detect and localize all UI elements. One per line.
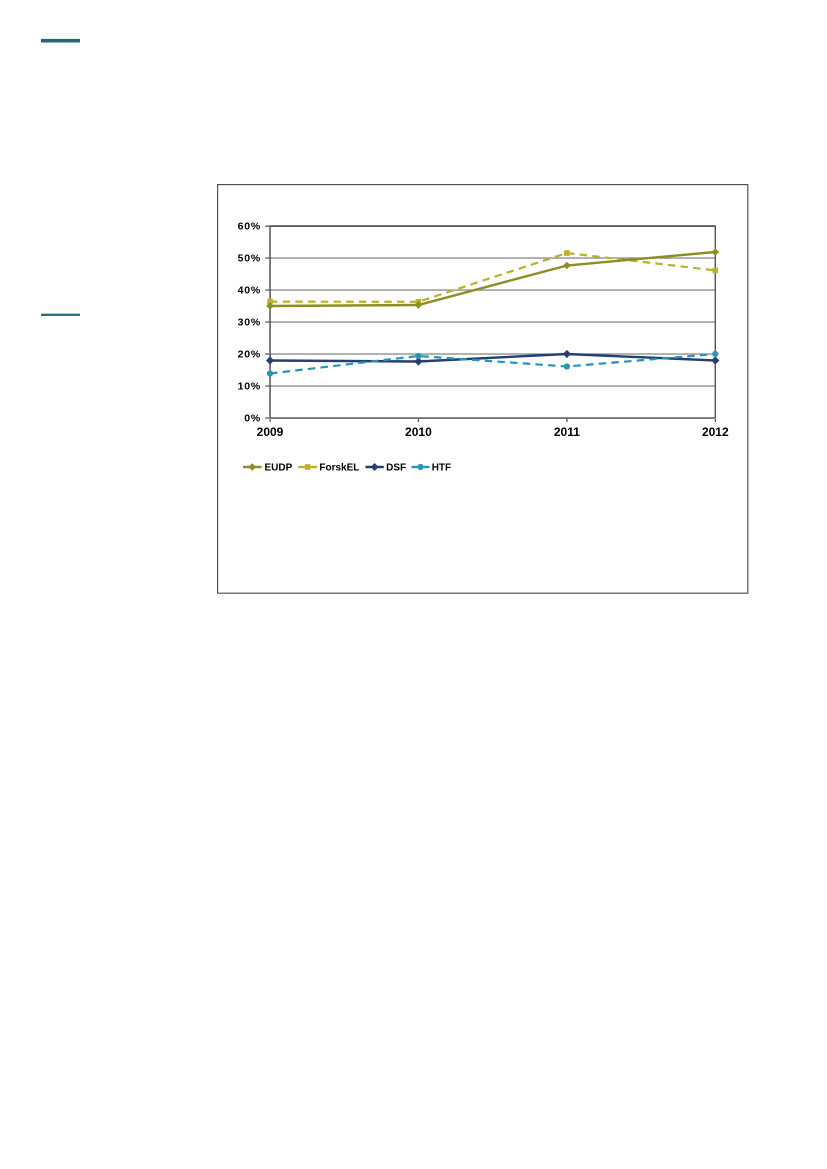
svg-text:0%: 0% [244, 413, 261, 425]
svg-text:2010: 2010 [405, 425, 432, 439]
svg-text:60%: 60% [238, 221, 261, 233]
svg-text:30%: 30% [238, 317, 261, 329]
svg-text:20%: 20% [238, 349, 261, 361]
svg-text:EUDP: EUDP [265, 463, 293, 474]
svg-text:2012: 2012 [702, 425, 729, 439]
svg-text:2009: 2009 [257, 425, 284, 439]
svg-text:50%: 50% [238, 253, 261, 265]
svg-text:HTF: HTF [432, 463, 451, 474]
svg-text:10%: 10% [238, 381, 261, 393]
svg-text:40%: 40% [238, 285, 261, 297]
svg-text:ForskEL: ForskEL [319, 463, 359, 474]
svg-text:DSF: DSF [386, 463, 406, 474]
svg-text:2011: 2011 [554, 425, 580, 439]
